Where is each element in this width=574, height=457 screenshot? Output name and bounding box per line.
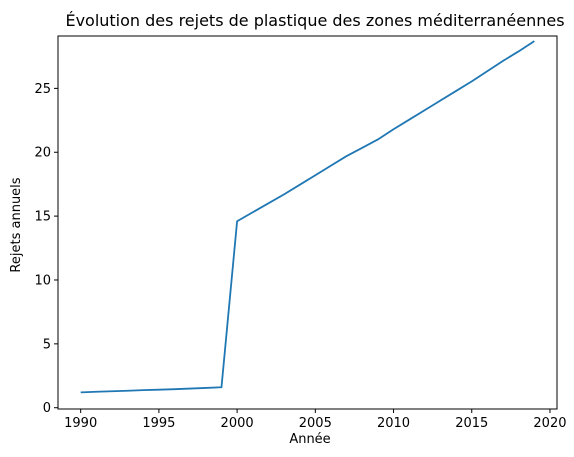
x-tick-label: 2010 [377, 416, 410, 431]
x-tick-label: 2015 [455, 416, 488, 431]
y-axis-label: Rejets annuels [9, 177, 24, 272]
x-axis-label: Année [289, 432, 330, 447]
y-tick-label: 25 [34, 82, 51, 97]
x-tick-label: 2020 [533, 416, 566, 431]
y-axis: 0 5 10 15 20 25 [34, 82, 58, 416]
series-line-0 [80, 40, 535, 394]
x-axis: 1990 1995 2000 2005 2010 2015 2020 [64, 409, 567, 431]
y-tick-label: 0 [43, 401, 51, 416]
y-tick-label: 20 [34, 146, 51, 161]
x-tick-label: 2005 [299, 416, 332, 431]
x-tick-label: 1990 [64, 416, 97, 431]
x-tick-label: 1995 [142, 416, 175, 431]
y-tick-label: 10 [34, 273, 51, 288]
y-tick-label: 5 [43, 337, 51, 352]
plot-frame [57, 35, 558, 410]
y-tick-label: 15 [34, 210, 51, 225]
chart-title: Évolution des rejets de plastique des zo… [65, 11, 564, 30]
plot-area [57, 35, 558, 410]
x-tick-label: 2000 [221, 416, 254, 431]
